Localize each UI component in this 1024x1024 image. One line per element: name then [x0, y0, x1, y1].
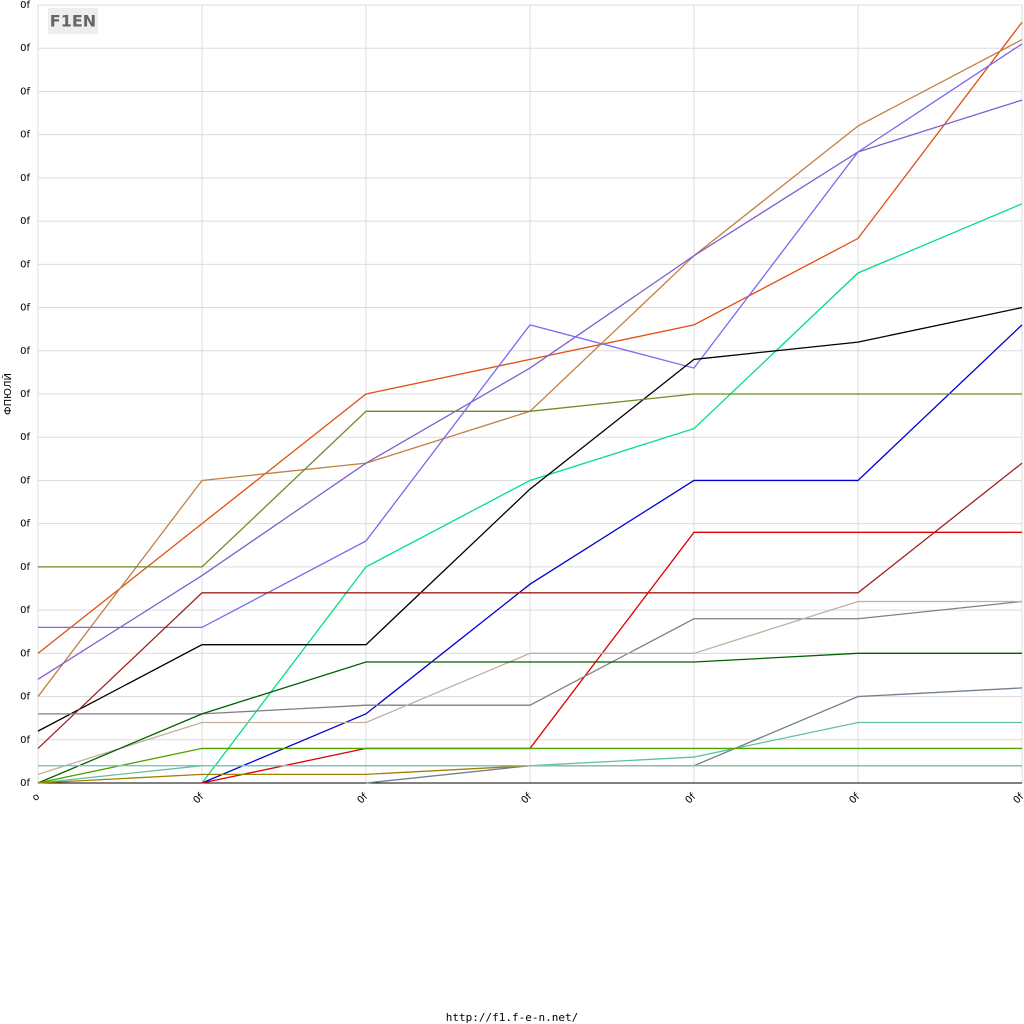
y-tick-label: 0f — [20, 0, 30, 11]
y-tick-label: 0f — [20, 692, 30, 703]
x-tick-label: 0f — [191, 791, 206, 806]
y-tick-label: 0f — [20, 519, 30, 530]
series-line — [38, 43, 1023, 629]
logo: F1EN — [50, 12, 96, 31]
series-line — [37, 747, 1022, 784]
y-tick-label: 0f — [20, 735, 30, 746]
y-tick-label: 0f — [20, 648, 30, 659]
y-tick-label: 0f — [20, 475, 30, 486]
x-tick-label: 0f — [519, 791, 534, 806]
y-tick-label: 0f — [20, 562, 30, 573]
y-tick-label: 0f — [20, 778, 30, 789]
x-tick-label: 0f — [1011, 791, 1024, 806]
series-line — [37, 462, 1023, 749]
x-tick-label: 0f — [355, 791, 370, 806]
series-line — [37, 600, 1022, 775]
logo-box — [48, 8, 98, 34]
x-tick-label: o — [30, 791, 42, 803]
y-tick-label: 0f — [20, 43, 30, 54]
series-line — [37, 652, 1022, 784]
series-line — [37, 306, 1023, 732]
series-line — [37, 21, 1023, 654]
series-line — [201, 324, 1023, 784]
y-tick-label: 0f — [20, 346, 30, 357]
y-tick-label: 0f — [20, 303, 30, 314]
x-tick-label: 0f — [683, 791, 698, 806]
y-tick-label: 0f — [20, 130, 30, 141]
y-tick-label: 0f — [20, 173, 30, 184]
y-tick-label: 0f — [20, 86, 30, 97]
footer: http://f1.f-e-n.net/ — [446, 1011, 578, 1024]
y-tick-label: 0f — [20, 389, 30, 400]
y-tick-label: 0f — [20, 216, 30, 227]
x-tick-label: 0f — [847, 791, 862, 806]
y-tick-label: 0f — [20, 432, 30, 443]
y-tick-label: 0f — [20, 605, 30, 616]
y-axis-label: ФПЮЛЙ — [1, 373, 14, 415]
series-line — [201, 203, 1023, 784]
series-line — [38, 393, 1022, 568]
series-line — [201, 531, 1022, 784]
y-tick-label: 0f — [20, 259, 30, 270]
